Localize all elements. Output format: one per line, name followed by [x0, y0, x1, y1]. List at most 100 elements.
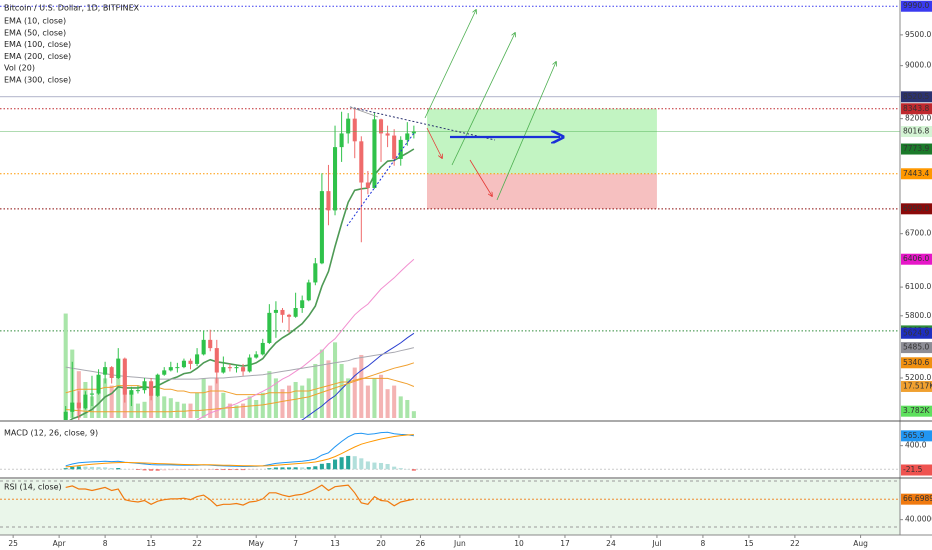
x-tick-label: Jun [453, 539, 466, 548]
rsi-legend: RSI (14, close) [4, 483, 62, 492]
macd-histogram-bar [313, 466, 318, 470]
macd-histogram-bar [70, 466, 75, 470]
candle-body [142, 381, 147, 391]
candle-body [63, 411, 68, 420]
macd-histogram-bar [89, 466, 95, 470]
legend: Bitcoin / U.S. Dollar, 1D, BITFINEX MACD… [4, 4, 140, 492]
candle-body [76, 402, 81, 409]
candle-body [385, 133, 390, 136]
price-label-box [901, 103, 932, 115]
macd-histogram-bar [155, 469, 160, 471]
macd-histogram-bar [63, 468, 68, 470]
macd-histogram-bar [372, 462, 377, 470]
macd-histogram-bar [162, 469, 167, 471]
trend-line [349, 106, 496, 141]
macd-histogram-bar [287, 467, 292, 470]
volume-bar [273, 378, 278, 418]
macd-histogram-bar [365, 461, 370, 470]
volume-bar [326, 360, 331, 418]
macd-histogram-bar [385, 463, 390, 470]
macd-histogram-bar [116, 468, 121, 470]
price-label-box [901, 253, 932, 265]
price-label-box [901, 430, 932, 442]
legend-entry: EMA (300, close) [4, 76, 71, 85]
candle-body [346, 118, 351, 134]
macd-histogram-bar [411, 469, 416, 471]
candle-body [135, 390, 140, 392]
candle-body [313, 263, 318, 283]
signal-line [65, 434, 414, 468]
price-pane [0, 5, 900, 420]
x-tick-label: 10 [514, 539, 524, 548]
candle-body [103, 367, 108, 375]
volume-bar [293, 381, 298, 418]
y-tick-label: 400.0 [905, 441, 927, 450]
price-label-box [901, 493, 932, 505]
candle-body [89, 393, 95, 395]
candle-body [306, 282, 311, 301]
legend-entry: EMA (10, close) [4, 17, 66, 26]
x-tick-label: 15 [146, 539, 156, 548]
volume-bar [155, 394, 160, 418]
drawings [346, 10, 560, 227]
price-label: 8343.8 [903, 104, 929, 113]
price-label-box [901, 126, 932, 138]
rsi-line [65, 484, 415, 507]
macd-histogram-bar [300, 467, 305, 470]
macd-histogram-bar [247, 469, 252, 470]
macd-histogram-bar [142, 469, 147, 471]
volume-bar [306, 378, 311, 418]
candle-body [267, 312, 272, 343]
candle-body [293, 308, 298, 317]
candle-body [208, 339, 213, 349]
arrow [424, 10, 476, 119]
symbol-title: Bitcoin / U.S. Dollar, 1D, BITFINEX [4, 4, 140, 13]
macd-pane [0, 431, 900, 471]
x-tick-label: 22 [192, 539, 202, 548]
macd-histogram-bar [175, 469, 180, 471]
x-tick-label: Jul [651, 539, 661, 548]
y-tick-label: 9000.0 [905, 61, 931, 70]
macd-histogram-bar [76, 466, 81, 470]
price-label: 6406.0 [903, 254, 929, 263]
candle-body [181, 360, 186, 368]
candle-body [175, 367, 180, 369]
candle-body [214, 348, 219, 373]
volume-bar [339, 363, 344, 418]
volume-bar [116, 374, 121, 418]
macd-histogram-bar [398, 468, 403, 470]
volume-bar [365, 385, 370, 418]
volume-bar [378, 374, 384, 418]
macd-histogram-bar [359, 458, 364, 470]
y-tick-label: 40.0000 [905, 515, 932, 524]
macd-histogram-bar [306, 467, 311, 470]
candle-body [70, 402, 75, 412]
volume-bar [319, 349, 324, 418]
volume-bar [392, 385, 397, 418]
price-label-box [901, 203, 932, 215]
volume-bar [247, 396, 252, 418]
macd-histogram-bar [319, 463, 324, 470]
macd-histogram-bar [96, 467, 101, 470]
volume-bar [372, 378, 377, 418]
profit-zone [427, 108, 657, 174]
macd-histogram-bar [135, 469, 140, 470]
macd-histogram-bar [188, 469, 193, 470]
macd-histogram-bar [293, 467, 298, 470]
macd-histogram-bar [168, 469, 173, 471]
candle-body [241, 367, 246, 372]
volume-bar [142, 401, 147, 418]
y-tick-label: 9500.0 [905, 30, 931, 39]
candle-body [149, 381, 154, 396]
volume-bar [96, 392, 101, 418]
price-label: -21.5 [903, 465, 923, 474]
price-label: 3.782K [903, 406, 930, 415]
volume-bar [280, 389, 285, 418]
price-label: 17.517K [903, 381, 932, 390]
y-tick-label: 6700.0 [905, 229, 931, 238]
volume-bar [405, 399, 410, 418]
volume-bar [149, 392, 154, 418]
volume-bar [103, 378, 108, 418]
macd-histogram-bar [280, 467, 285, 470]
